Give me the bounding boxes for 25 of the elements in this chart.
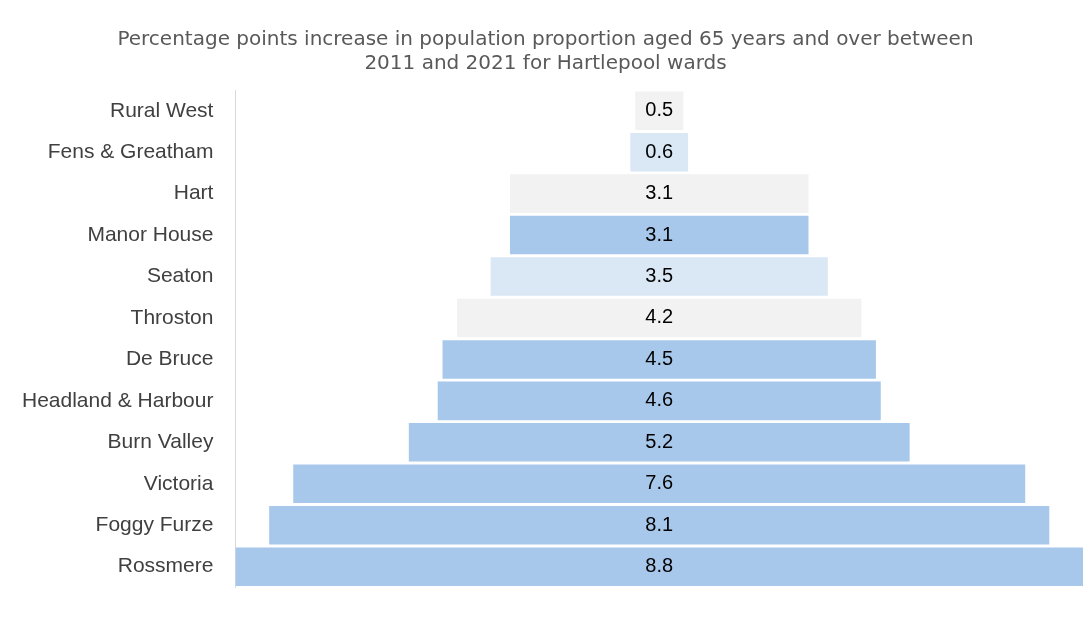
category-label: Fens & Greatham: [47, 138, 214, 162]
data-label: 3.5: [645, 264, 674, 287]
category-label: Hart: [173, 180, 214, 204]
category-label: De Bruce: [125, 346, 214, 370]
data-label: 0.6: [645, 139, 674, 162]
data-label: 0.5: [645, 98, 674, 121]
data-label: 4.2: [645, 305, 674, 328]
category-label: Burn Valley: [107, 429, 214, 453]
data-label: 4.5: [645, 346, 674, 369]
data-label: 8.8: [645, 554, 674, 577]
data-label: 5.2: [645, 429, 674, 452]
data-label: 7.6: [645, 471, 674, 494]
category-label: Manor House: [87, 221, 214, 245]
category-label: Headland & Harbour: [22, 387, 214, 411]
data-label: 4.6: [645, 388, 674, 411]
data-label: 3.1: [645, 222, 674, 245]
category-label: Throston: [130, 304, 214, 328]
category-label: Foggy Furze: [95, 512, 214, 536]
data-label: 8.1: [645, 512, 674, 535]
category-label: Seaton: [146, 263, 214, 287]
category-label: Victoria: [143, 470, 214, 494]
text: Percentage points increase in population proportion aged 65 years and over between 2011 and 2021 for Hartlepool wards: [117, 26, 974, 75]
category-label: Rural West: [109, 97, 214, 121]
category-label: Rossmere: [117, 553, 214, 577]
data-label: 3.1: [645, 181, 674, 204]
